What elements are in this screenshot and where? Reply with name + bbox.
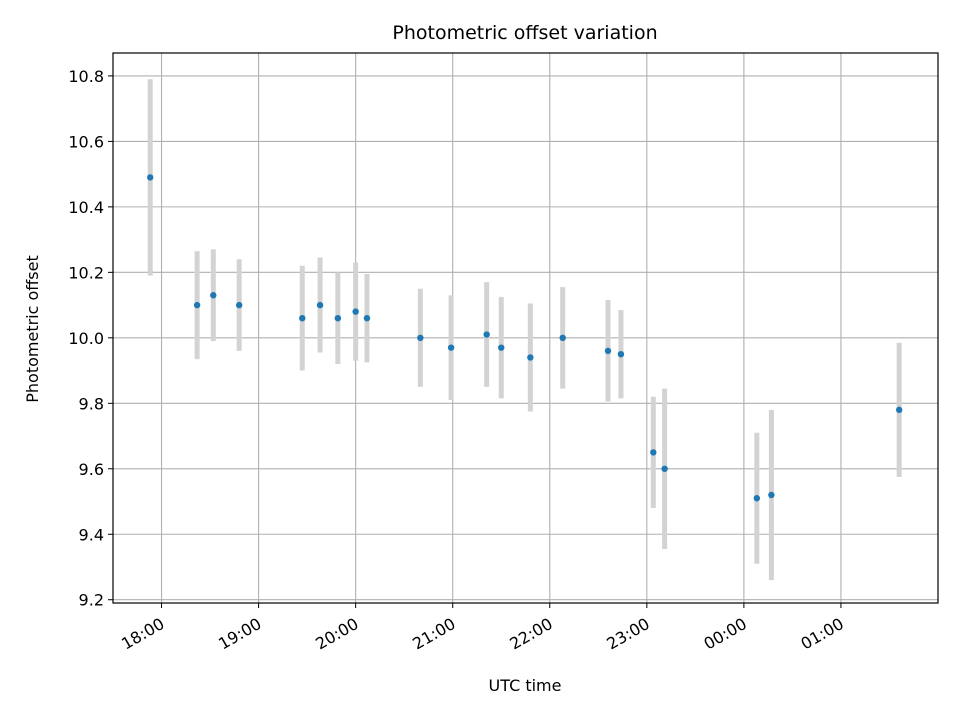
data-point	[363, 314, 371, 322]
y-tick-label: 9.8	[79, 394, 104, 413]
data-point	[417, 334, 424, 342]
y-axis-ticks: 9.2 9.4 9.6 9.8 10.0 10.2 10.4 10.6 10.8	[68, 67, 113, 610]
data-point	[617, 350, 625, 358]
data-point	[352, 308, 359, 315]
data-point	[768, 491, 775, 499]
data-point	[447, 344, 455, 351]
grid-lines	[113, 53, 938, 603]
data-point	[193, 301, 201, 309]
y-axis-label: Photometric offset	[23, 255, 42, 403]
y-tick-label: 10.0	[68, 329, 104, 348]
data-point	[527, 354, 534, 361]
chart-title: Photometric offset variation	[392, 22, 657, 44]
data-point	[483, 331, 490, 338]
data-point	[661, 465, 668, 472]
y-tick-label: 9.4	[79, 525, 104, 544]
data-point	[316, 301, 324, 309]
data-point	[604, 347, 612, 355]
data-point	[334, 314, 342, 322]
y-tick-label: 10.2	[68, 263, 104, 282]
data-point	[299, 314, 306, 322]
y-tick-label: 10.4	[68, 198, 104, 217]
y-tick-label: 9.6	[79, 460, 104, 479]
data-point	[147, 174, 154, 181]
data-point	[210, 292, 217, 299]
data-point	[235, 301, 243, 309]
y-tick-label: 10.8	[68, 67, 104, 86]
data-point	[498, 344, 505, 351]
y-tick-label: 10.6	[68, 132, 104, 151]
data-point	[753, 495, 761, 502]
y-tick-label: 9.2	[79, 591, 104, 610]
data-point	[650, 449, 657, 456]
x-axis-label: UTC time	[489, 676, 562, 695]
plot-area-frame	[112, 52, 939, 604]
data-point	[559, 334, 566, 342]
data-points	[147, 174, 903, 502]
data-point	[895, 406, 903, 414]
